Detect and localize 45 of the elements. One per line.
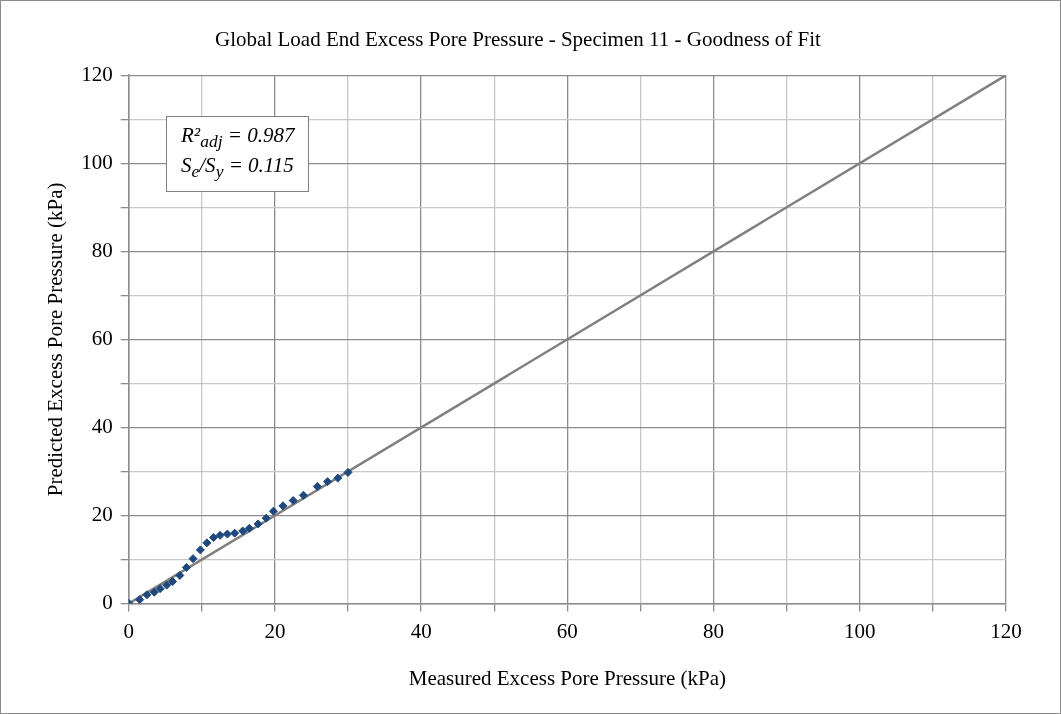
x-tick-label: 100 <box>844 618 876 643</box>
point <box>253 519 263 529</box>
point <box>323 477 333 487</box>
point <box>202 538 212 548</box>
point <box>188 554 198 564</box>
point <box>135 595 145 604</box>
x-tick-label: 120 <box>990 618 1022 643</box>
point <box>222 529 232 539</box>
point <box>238 526 248 536</box>
y-axis-title: Predicted Excess Pore Pressure (kPa) <box>43 182 68 497</box>
point <box>333 473 343 483</box>
point <box>175 570 185 580</box>
annotation: S$_{e}$/S$_{y}$ = 0.115 <box>181 153 295 184</box>
point <box>268 506 278 516</box>
point <box>149 587 159 597</box>
x-tick-label: 0 <box>123 618 134 643</box>
point <box>343 467 353 477</box>
y-tick-label: 40 <box>91 413 113 438</box>
point <box>278 501 288 511</box>
y-tick-label: 60 <box>91 325 113 350</box>
y-tick-label: 0 <box>102 590 113 615</box>
y-tick-label: 80 <box>91 237 113 262</box>
y-tick-label: 100 <box>81 149 113 174</box>
x-tick-label: 60 <box>556 618 578 643</box>
chart-title: Global Load End Excess Pore Pressure - Specimen 11 - Goodness of Fit <box>215 27 822 52</box>
point <box>215 530 225 540</box>
point <box>168 577 178 587</box>
point <box>195 545 205 555</box>
point <box>230 528 240 538</box>
point <box>298 490 308 500</box>
x-tick-label: 80 <box>703 618 725 643</box>
point <box>162 580 172 590</box>
x-tick-label: 40 <box>410 618 432 643</box>
annotation: R²$_{adj}$ = 0.987 <box>181 123 295 154</box>
x-tick-label: 20 <box>264 618 286 643</box>
x-axis-title: Measured Excess Pore Pressure (kPa) <box>408 665 726 690</box>
point <box>312 481 322 491</box>
y-tick-label: 20 <box>91 502 113 527</box>
point <box>142 590 152 600</box>
point <box>244 523 254 533</box>
y-tick-label: 120 <box>81 61 113 86</box>
point <box>181 562 191 572</box>
point <box>261 513 271 523</box>
point <box>288 496 298 506</box>
point <box>155 584 165 594</box>
